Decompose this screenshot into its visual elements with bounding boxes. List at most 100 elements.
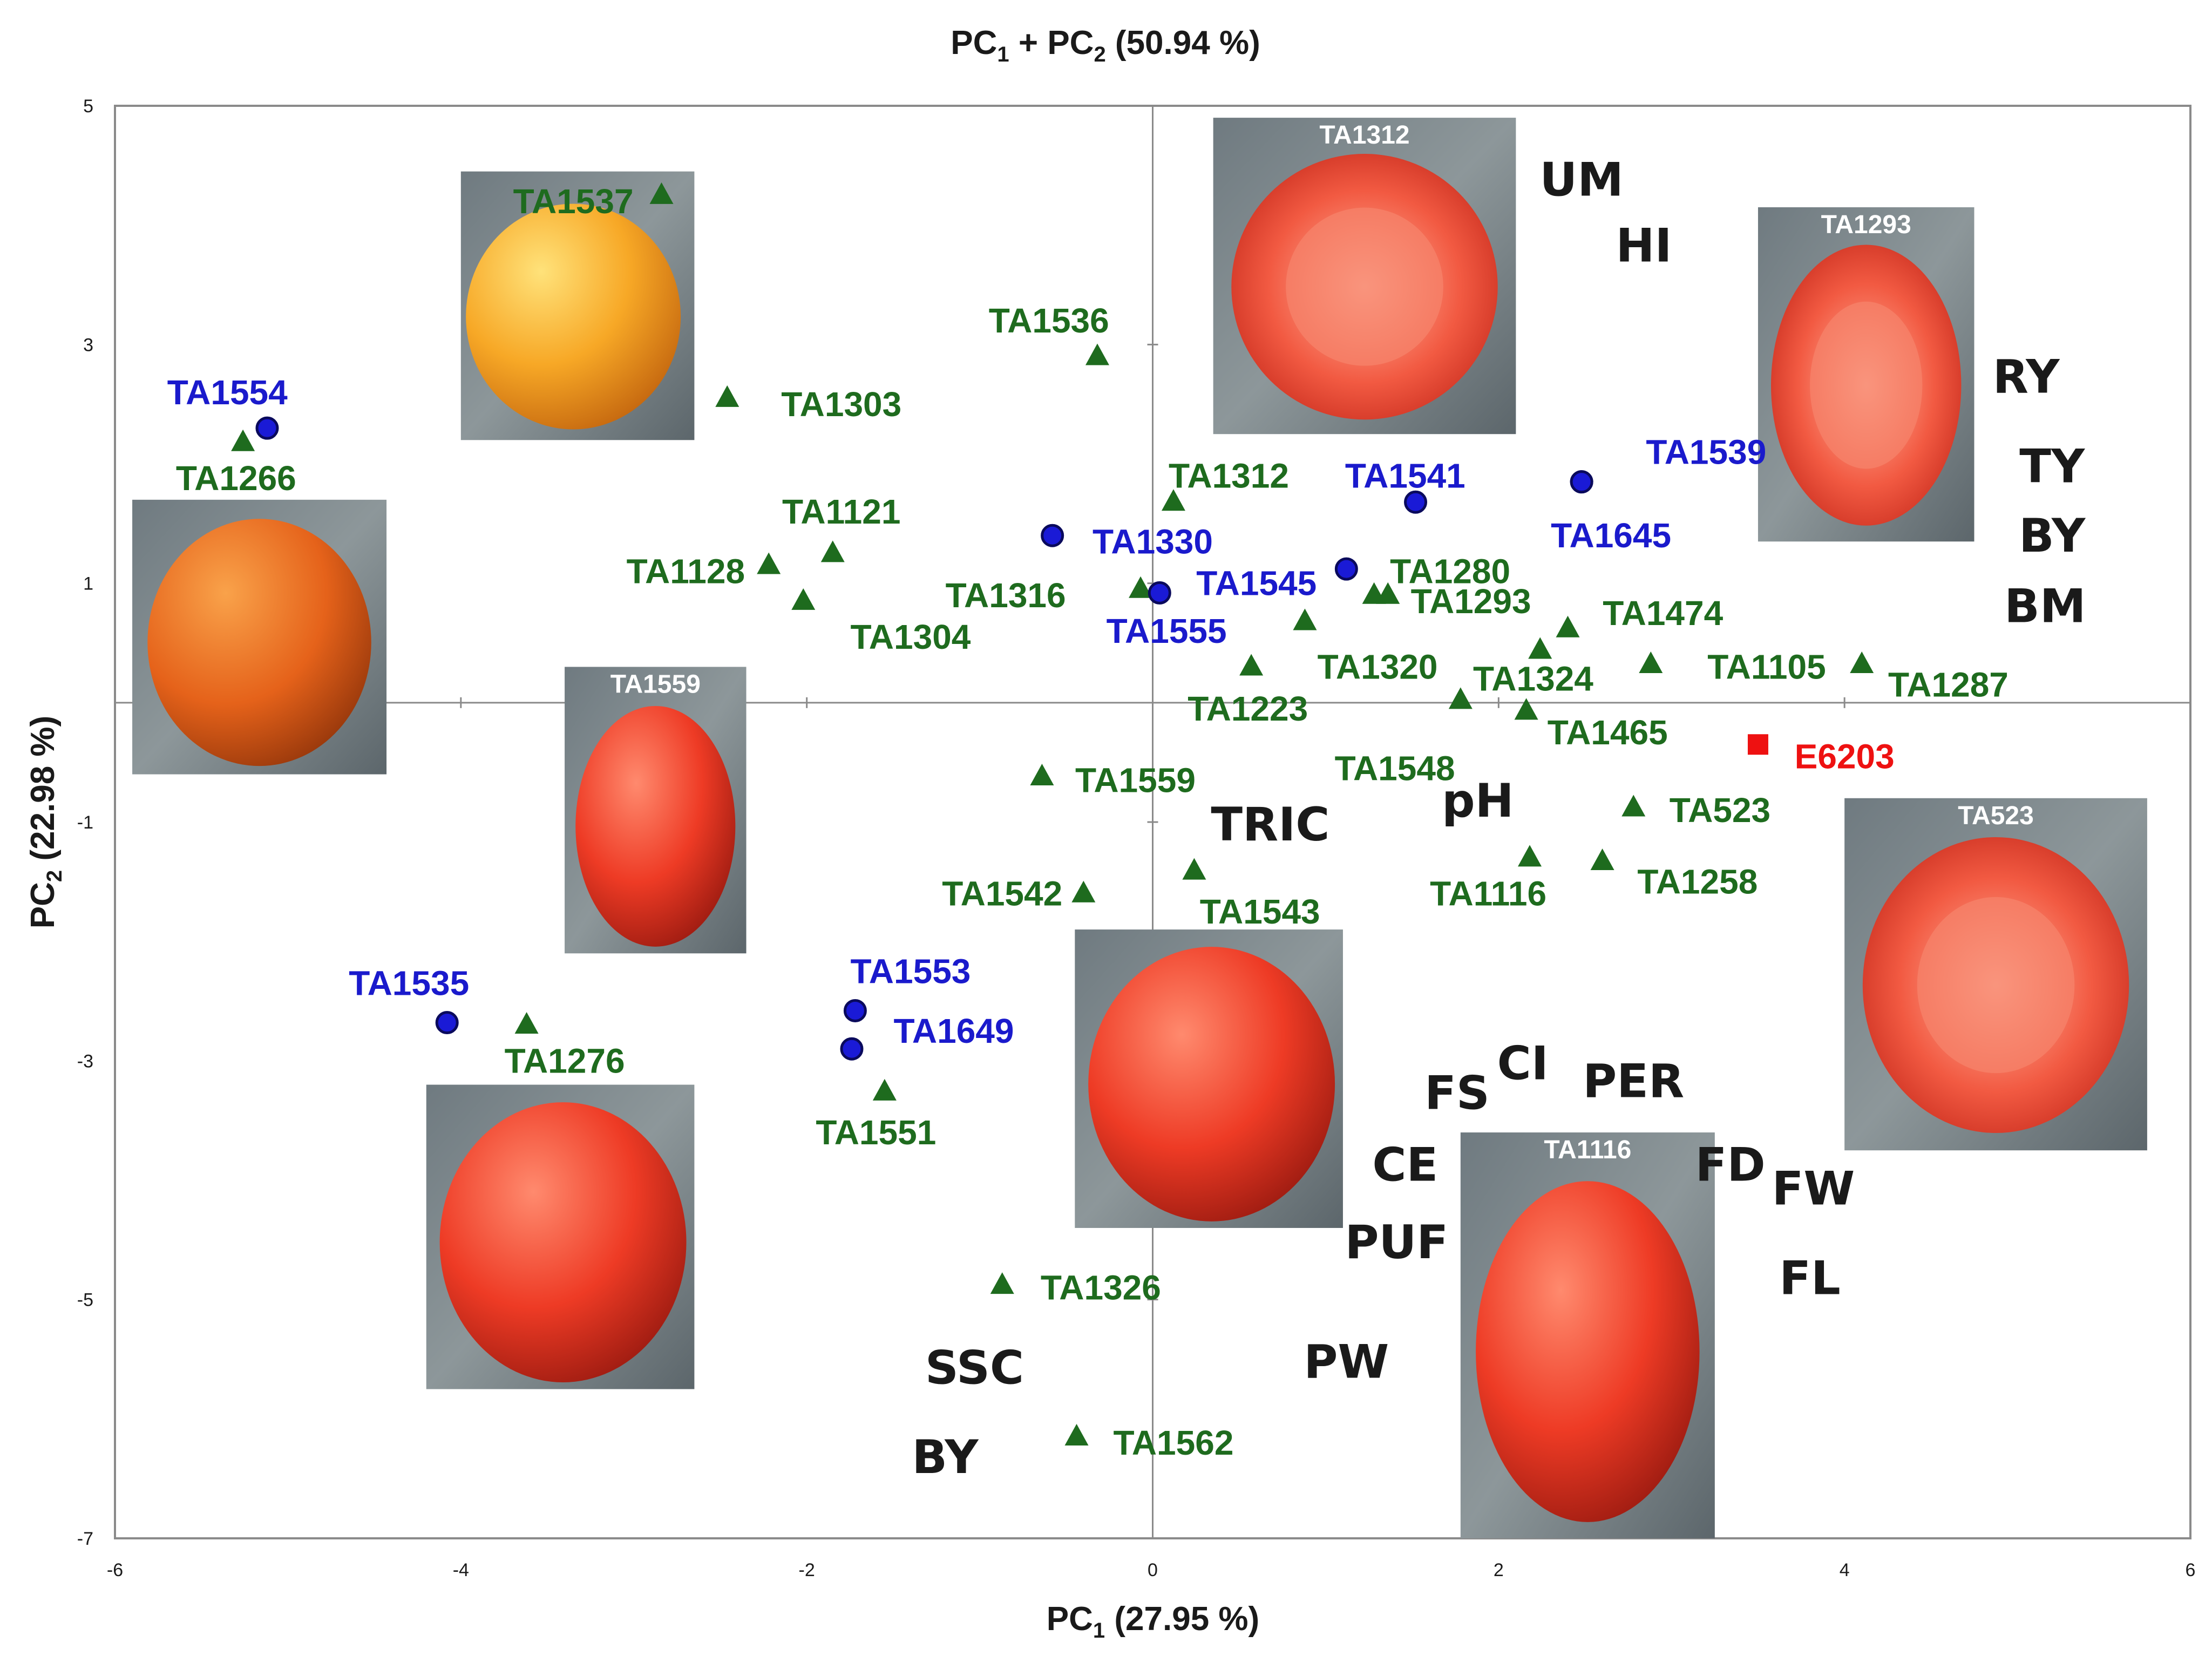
variable-label: FW [1772, 1162, 1855, 1216]
tomato-photo: TA523 [1844, 798, 2147, 1151]
triangle-marker [1064, 1424, 1089, 1446]
y-tick-label: 3 [83, 335, 93, 355]
x-tick-label: 0 [1148, 1560, 1158, 1580]
tomato-core [1286, 207, 1443, 366]
point-label: TA523 [1670, 791, 1770, 830]
triangle-marker [1030, 763, 1054, 785]
point-label: TA1293 [1411, 582, 1531, 621]
triangle-marker [757, 552, 781, 574]
point-label: TA1645 [1551, 516, 1671, 555]
variable-label: BY [912, 1430, 979, 1484]
point-label: TA1536 [989, 301, 1109, 340]
triangle-marker [1376, 582, 1400, 604]
x-tick-label: 2 [1494, 1560, 1504, 1580]
point-label: TA1121 [782, 492, 900, 531]
point-label: TA1539 [1646, 432, 1766, 471]
photo-label: TA523 [1958, 802, 2034, 830]
point-label: TA1276 [505, 1041, 625, 1080]
tomato-photo [1075, 929, 1343, 1228]
tomato-shape [1476, 1181, 1700, 1522]
triangle-marker [1639, 651, 1663, 674]
variable-label: TRIC [1211, 798, 1329, 852]
variable-label: HI [1616, 219, 1672, 273]
photo-label: TA1116 [1544, 1136, 1631, 1164]
triangle-marker [990, 1272, 1014, 1294]
photo-label: TA1293 [1821, 211, 1911, 239]
triangle-marker [1071, 880, 1096, 902]
triangle-marker [1556, 615, 1580, 637]
variable-label: pH [1442, 774, 1514, 828]
y-tick-label: 5 [83, 96, 93, 117]
xlabel-pct: (27.95 %) [1105, 1600, 1259, 1638]
y-tick-label: -7 [77, 1529, 93, 1549]
tomato-shape [147, 519, 371, 766]
point-label: TA1316 [946, 576, 1066, 615]
data-labels: TA1537 TA1266 TA1303 TA1536 TA1121 TA1128 TA13… [167, 153, 2086, 1484]
title-plus: + PC [1009, 24, 1094, 62]
point-label: TA1116 [1430, 874, 1546, 913]
point-label: E6203 [1795, 737, 1895, 776]
point-label: TA1287 [1888, 666, 2009, 704]
point-label: TA1548 [1335, 749, 1455, 788]
point-label: TA1649 [894, 1012, 1014, 1050]
triangle-marker [649, 182, 674, 204]
triangle-marker [514, 1012, 539, 1034]
circle-marker [435, 1011, 459, 1035]
triangle-marker [1621, 795, 1646, 817]
point-label: TA1551 [816, 1113, 936, 1152]
point-label: TA1303 [781, 385, 901, 424]
y-tick-label: -1 [77, 812, 93, 833]
triangle-marker [231, 429, 255, 451]
circle-marker [1041, 524, 1064, 547]
point-label: TA1312 [1169, 457, 1289, 496]
variable-label: PUF [1345, 1216, 1448, 1270]
triangle-marker [715, 385, 739, 407]
circle-marker [843, 999, 867, 1022]
point-label: TA1541 [1345, 457, 1465, 496]
triangle-marker [1514, 698, 1538, 720]
triangle-marker [1129, 576, 1153, 598]
point-label: TA1258 [1637, 863, 1758, 901]
variable-label: CE [1372, 1138, 1438, 1192]
x-tick-label: -4 [453, 1560, 469, 1580]
point-label: TA1535 [349, 964, 469, 1003]
tomato-photo [460, 171, 695, 440]
title-pc1: PC [951, 24, 997, 62]
photo-label: TA1312 [1319, 121, 1409, 150]
point-label: TA1553 [850, 952, 971, 990]
y-tick-label: 1 [83, 574, 93, 594]
variable-label: RY [1993, 350, 2061, 404]
title-pct: (50.94 %) [1106, 24, 1260, 62]
point-label: TA1562 [1113, 1423, 1233, 1462]
tomato-core [1917, 897, 2075, 1074]
triangle-marker [1293, 608, 1317, 630]
circle-marker [255, 416, 279, 440]
title-pc2-sub: 2 [1094, 43, 1105, 66]
y-tick-label: -3 [77, 1051, 93, 1071]
point-label: TA1542 [942, 874, 1062, 913]
point-label: TA1465 [1548, 713, 1668, 752]
circle-marker [1334, 557, 1358, 581]
point-label: TA1105 [1707, 647, 1826, 686]
triangle-marker [1528, 637, 1552, 659]
point-label: TA1555 [1107, 612, 1227, 650]
point-label: TA1223 [1188, 689, 1308, 728]
tomato-shape [466, 203, 681, 430]
triangle-marker [1590, 848, 1614, 870]
triangle-marker [820, 540, 845, 562]
chart-title: PC1 + PC2 (50.94 %) [951, 24, 1260, 66]
variable-label: SSC [925, 1341, 1024, 1395]
triangle-marker [1850, 651, 1874, 674]
x-axis-title: PC1 (27.95 %) [1047, 1600, 1259, 1643]
point-label: TA1280 [1390, 552, 1510, 591]
point-label: TA1330 [1093, 522, 1213, 561]
triangle-marker [1239, 654, 1264, 676]
variable-label: UM [1539, 153, 1623, 207]
data-marks [231, 182, 1874, 1446]
tomato-photos: TA1559 TA1312 TA1293 TA523 TA1116 [132, 118, 2147, 1538]
point-label: TA1128 [627, 552, 745, 591]
triangle-marker [1161, 489, 1185, 511]
triangle-marker [1518, 845, 1542, 867]
ylabel-pc: PC [24, 882, 62, 928]
variable-label: BY [2019, 509, 2086, 563]
